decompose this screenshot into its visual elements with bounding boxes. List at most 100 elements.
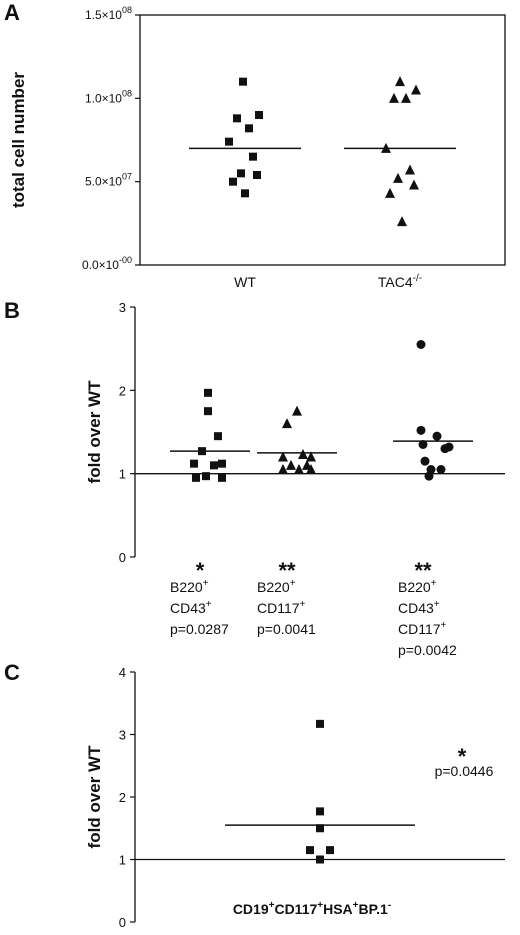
panel-b-data-point	[416, 340, 426, 349]
panel-b-category-label-line: B220+​	[398, 578, 437, 595]
panel-b-data-point	[278, 464, 288, 474]
panel-b-data-point	[198, 447, 206, 456]
panel-letter-b: B	[4, 298, 20, 323]
panel-b-category-label-line: CD117+​	[257, 599, 306, 616]
panel-a-data-point	[229, 177, 237, 186]
panel-b-data-point	[210, 461, 218, 470]
tick-exponent: 08	[122, 5, 132, 15]
panel-c-category-label-part: HSA	[323, 901, 353, 917]
panel-a-data-point	[395, 76, 405, 87]
panel-b-category-label-line: p=0.0287	[170, 621, 229, 637]
panel-b-category-label-line-sup: +	[441, 620, 447, 631]
panel-b-data-point	[278, 451, 288, 462]
panel-a-x-category-label-sup: -/-	[413, 273, 422, 284]
panel-a-x-category-label-part: TAC4	[378, 274, 413, 290]
panel-b-category-label-line-sup: +	[203, 578, 209, 589]
panel-a-data-point	[393, 172, 403, 183]
panel-b-category-label-line-part: B220	[170, 579, 203, 595]
panel-a-plot-frame	[139, 14, 506, 266]
panel-b-category-label-line: B220+​	[170, 578, 209, 595]
panel-b-data-point	[306, 464, 316, 474]
panel-b-category-label-line-part: CD43	[170, 600, 206, 616]
panel-b-y-tick-label: 3	[119, 300, 126, 315]
panel-b-data-point	[420, 456, 430, 466]
panel-c-y-tick-label: 3	[119, 728, 126, 743]
panel-b-category-label-line-part: CD43	[398, 600, 434, 616]
panel-c-data-point	[306, 846, 314, 855]
panel-c-data-point	[316, 855, 324, 864]
tick-mantissa: 1.0×10	[85, 91, 122, 105]
panel-b-significance-marker: *	[196, 558, 205, 583]
panel-a-x-category-label-part: WT	[234, 274, 256, 290]
panel-a-x-category-label: WT	[234, 274, 256, 290]
panel-b-category-label-line-part: CD117	[257, 600, 300, 616]
panel-b-data-point	[202, 472, 210, 481]
tick-mantissa: 1.5×10	[85, 8, 122, 22]
panel-b-data-point	[214, 432, 222, 441]
panel-c-y-axis-label: fold over WT	[85, 745, 104, 849]
panel-a-data-point	[225, 137, 233, 146]
panel-c-y-tick-label: 4	[119, 665, 126, 680]
panel-c-category-label-sup: -	[388, 900, 391, 911]
panel-c-y-tick-label: 1	[119, 853, 126, 868]
panel-c-data-point	[316, 824, 324, 833]
panel-b-category-label-line-sup: +	[290, 578, 296, 589]
panel-b-data-point	[432, 431, 442, 441]
panel-b-significance-marker: **	[414, 558, 432, 583]
panel-a-y-tick-label: 5.0×1007	[85, 172, 132, 189]
tick-mantissa: 5.0×10	[85, 175, 122, 189]
panel-b-data-point	[418, 440, 428, 449]
panel-a-data-point	[253, 171, 261, 179]
panel-b-data-point	[192, 473, 200, 482]
panel-b-significance-marker: **	[278, 558, 296, 583]
panel-a-total-cell-number: total cell number 0.0×10-00 5.0×1007 1.0×1…	[9, 5, 506, 290]
panel-a-data-point	[397, 216, 407, 227]
panel-a-data-point	[411, 84, 421, 95]
panel-b-category-label-line-sup: +	[434, 599, 440, 610]
panel-a-data-point	[233, 114, 241, 123]
panel-b-data-point	[204, 407, 212, 416]
panel-c-data-point	[316, 807, 324, 816]
panel-c-category-label-sup: +	[353, 900, 359, 911]
panel-a-data-point	[409, 179, 419, 190]
panel-c-p-value: p=0.0446	[435, 763, 494, 779]
panel-c-y-tick-label: 2	[119, 790, 126, 805]
panel-b-y-tick-label: 1	[119, 467, 126, 482]
panel-b-category-label-line: p=0.0042	[398, 642, 457, 658]
tick-exponent: 07	[122, 172, 132, 182]
panel-b-category-label-line-sup: +	[431, 578, 437, 589]
tick-exponent: 08	[122, 88, 132, 98]
panel-a-data-point	[239, 77, 247, 86]
panel-a-data-point	[401, 92, 411, 103]
panel-b-data-point	[292, 405, 302, 416]
panel-b-y-tick-label: 2	[119, 383, 126, 398]
panel-letter-a: A	[4, 0, 20, 25]
panel-b-data-point	[436, 465, 446, 474]
panel-b-data-point	[190, 459, 198, 468]
panel-c-category-label-sup: +	[317, 900, 323, 911]
panel-b-data-point	[416, 425, 426, 435]
panel-b-category-label-line: CD117+​	[398, 620, 447, 637]
panel-b-data-point	[282, 418, 292, 429]
panel-b-category-label-line: B220+​	[257, 578, 296, 595]
panel-b-data-point	[306, 451, 316, 462]
panel-a-data-point	[389, 92, 399, 103]
panel-a-y-axis-label: total cell number	[9, 72, 28, 208]
panel-a-y-tick-label: 1.0×1008	[85, 88, 132, 105]
panel-c-fold-over-wt: fold over WT 0 1 2 3 4 CD19+​CD117+​HSA+​BP.…	[85, 665, 505, 930]
panel-b-category-label-line: CD43+​	[170, 599, 212, 616]
panel-a-data-point	[385, 187, 395, 198]
panel-a-y-tick-label: 0.0×10-00	[82, 255, 132, 272]
panel-a-x-category-label: TAC4-/-​	[378, 273, 422, 290]
panel-b-category-label-line: CD43+​	[398, 599, 440, 616]
panel-b-category-label-line-part: p=0.0041	[257, 621, 316, 637]
panel-b-data-point	[424, 471, 434, 481]
panel-b-category-label-line-part: B220	[257, 579, 290, 595]
tick-exponent: -00	[119, 255, 132, 265]
panel-b-category-label-line-part: p=0.0042	[398, 642, 457, 658]
panel-a-data-point	[405, 164, 415, 175]
panel-a-data-point	[245, 124, 253, 133]
panel-b-y-axis-label: fold over WT	[85, 380, 104, 484]
